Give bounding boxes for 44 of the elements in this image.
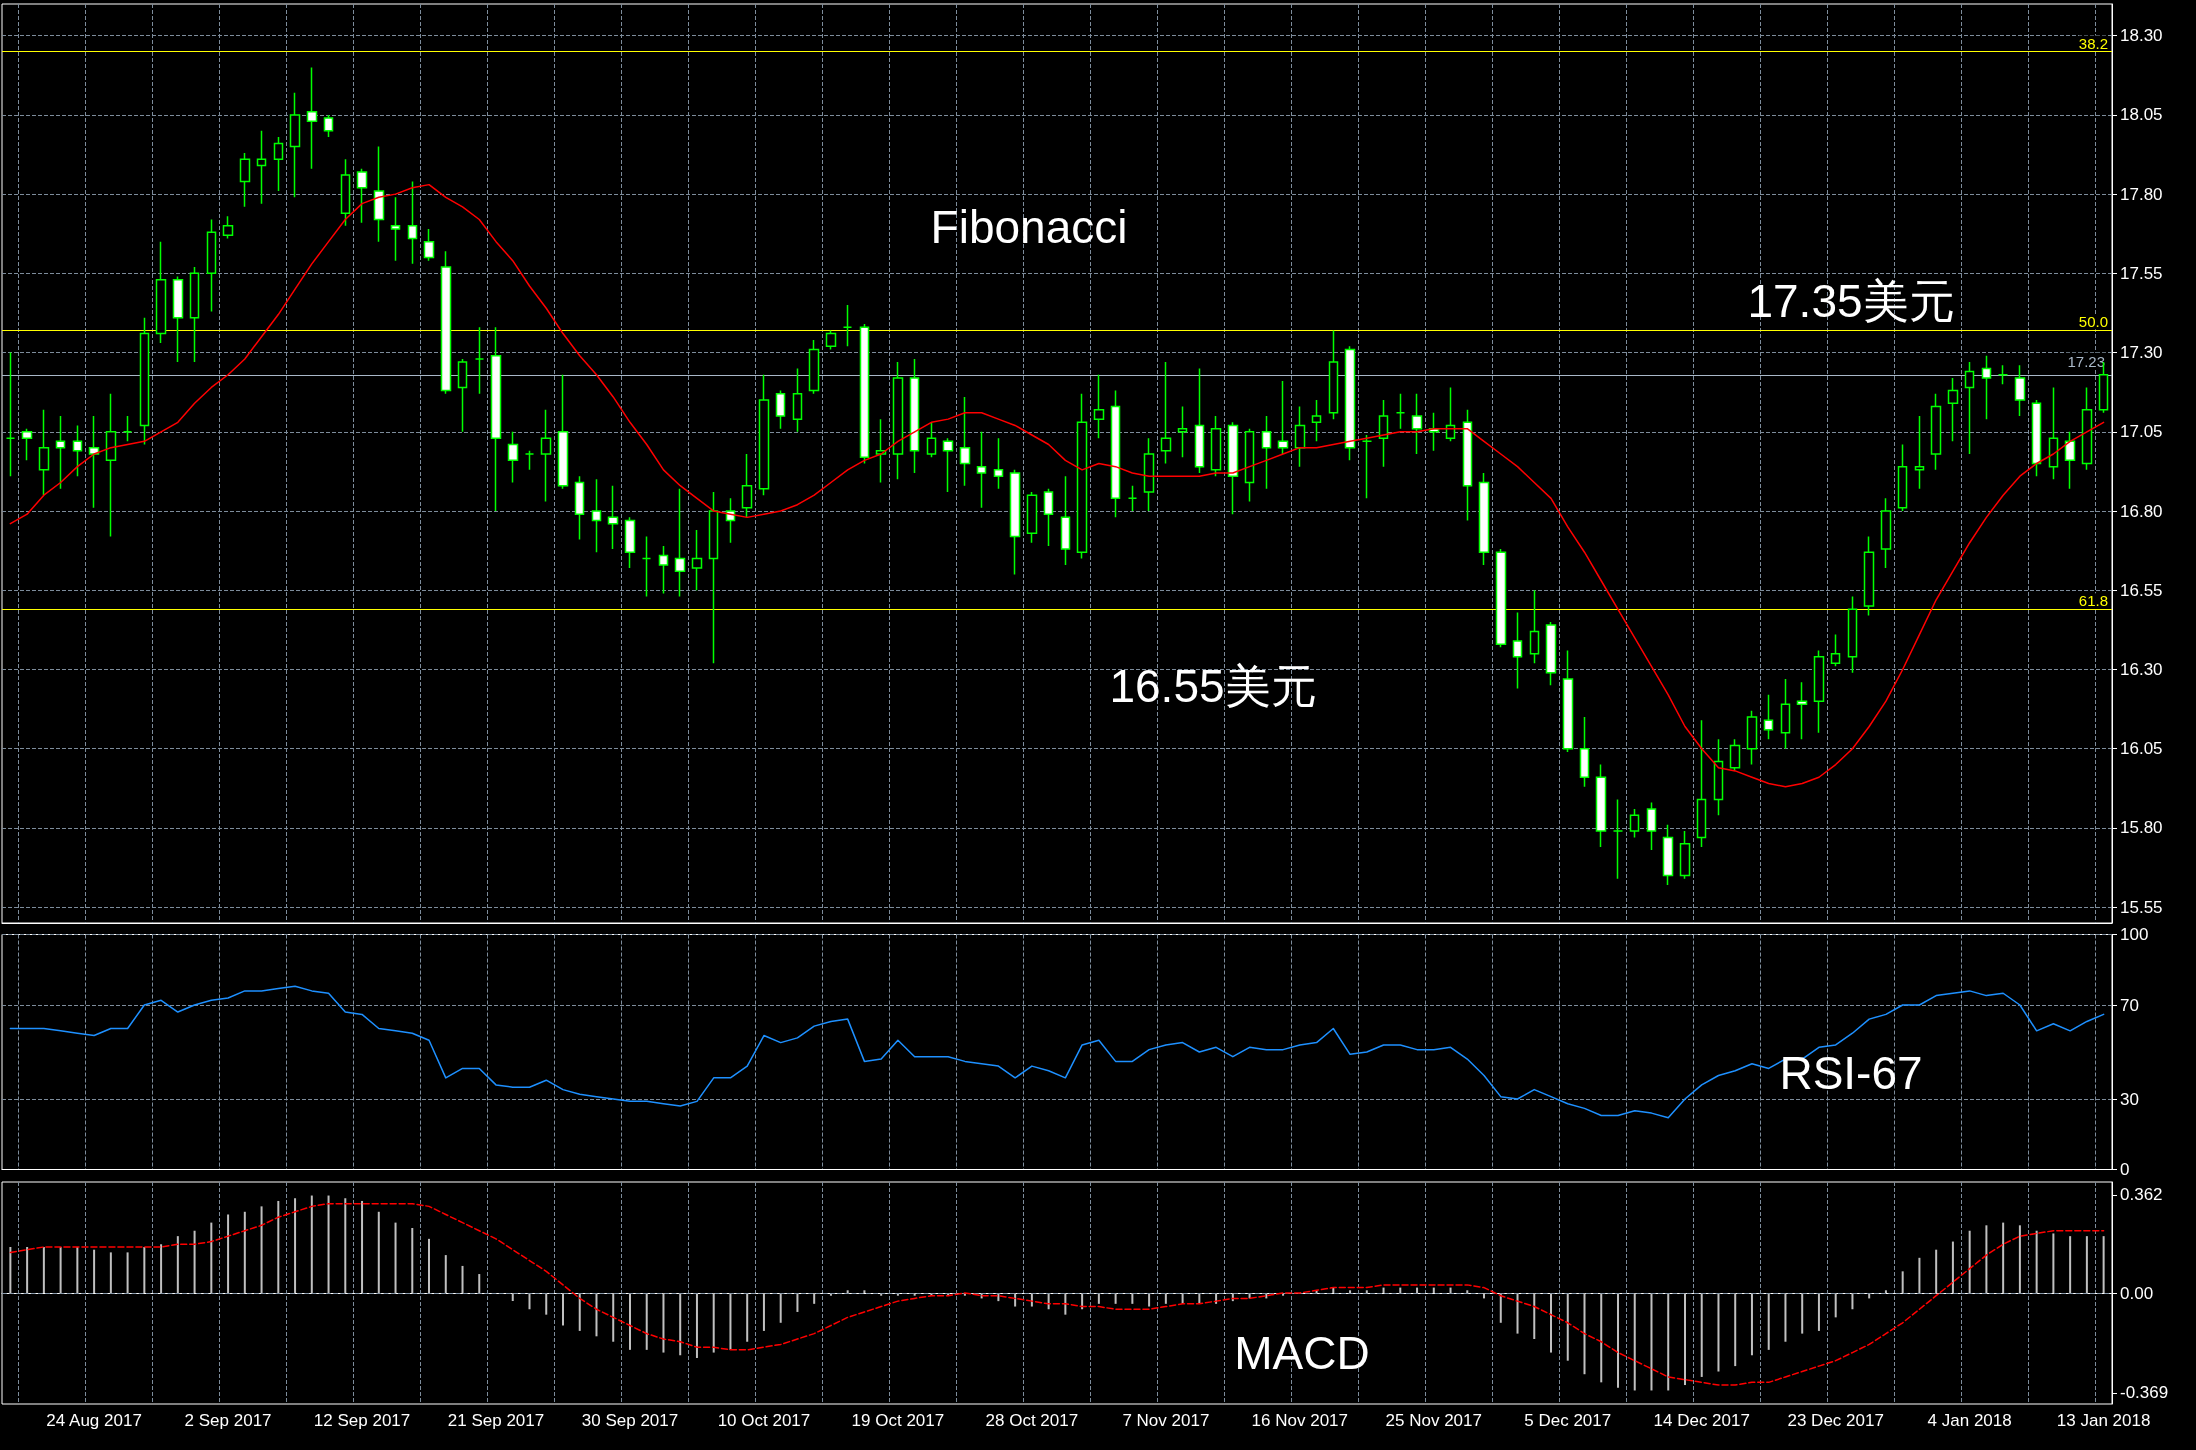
- y-tick-label: 30: [2120, 1089, 2139, 1109]
- annotation: 38.2: [2078, 34, 2108, 52]
- x-tick-label: 25 Nov 2017: [1385, 1411, 1482, 1430]
- y-tick-label: 17.55: [2120, 263, 2163, 283]
- annotation: 17.35美元: [1747, 275, 1955, 327]
- x-tick-label: 28 Oct 2017: [985, 1411, 1079, 1430]
- x-tick-label: 14 Dec 2017: [1653, 1411, 1750, 1430]
- x-tick-label: 19 Oct 2017: [851, 1411, 945, 1430]
- y-tick-label: 16.30: [2120, 659, 2163, 679]
- y-tick-label: 18.30: [2120, 26, 2163, 46]
- x-tick-label: 12 Sep 2017: [313, 1411, 411, 1430]
- y-tick-label: 0.362: [2120, 1185, 2163, 1205]
- x-tick-label: 7 Nov 2017: [1122, 1411, 1210, 1430]
- x-tick-label: 4 Jan 2018: [1927, 1411, 2012, 1430]
- y-tick-label: 15.80: [2120, 818, 2163, 838]
- y-tick-label: 18.05: [2120, 105, 2163, 125]
- ref-line-label: 17.23: [2067, 352, 2105, 370]
- annotation: 61.8: [2078, 592, 2108, 610]
- x-tick-label: 5 Dec 2017: [1524, 1411, 1612, 1430]
- x-tick-label: 23 Dec 2017: [1787, 1411, 1884, 1430]
- annotation: 16.55美元: [1109, 660, 1317, 712]
- y-tick-label: 100: [2120, 925, 2149, 944]
- y-tick-label: -0.369: [2120, 1383, 2169, 1403]
- x-tick-label: 13 Jan 2018: [2056, 1411, 2151, 1430]
- y-tick-label: 17.05: [2120, 422, 2163, 442]
- y-tick-label: 17.80: [2120, 184, 2163, 204]
- y-tick-label: 16.05: [2120, 739, 2163, 759]
- x-tick-label: 10 Oct 2017: [717, 1411, 811, 1430]
- annotation: RSI-67: [1779, 1047, 1923, 1099]
- y-tick-label: 16.55: [2120, 580, 2163, 600]
- x-tick-label: 24 Aug 2017: [46, 1411, 142, 1430]
- annotation: Fibonacci: [930, 201, 1128, 253]
- y-tick-label: 70: [2120, 995, 2139, 1015]
- y-tick-label: 17.30: [2120, 343, 2163, 363]
- x-tick-label: 2 Sep 2017: [184, 1411, 272, 1430]
- x-tick-label: 21 Sep 2017: [447, 1411, 545, 1430]
- y-tick-label: 15.55: [2120, 897, 2163, 917]
- y-tick-label: 0: [2120, 1160, 2130, 1179]
- annotation: MACD: [1234, 1327, 1370, 1379]
- x-tick-label: 30 Sep 2017: [581, 1411, 679, 1430]
- x-tick-label: 16 Nov 2017: [1251, 1411, 1349, 1430]
- y-tick-label: 0.00: [2120, 1283, 2154, 1303]
- y-tick-label: 16.80: [2120, 501, 2163, 521]
- annotation: 50.0: [2078, 313, 2108, 331]
